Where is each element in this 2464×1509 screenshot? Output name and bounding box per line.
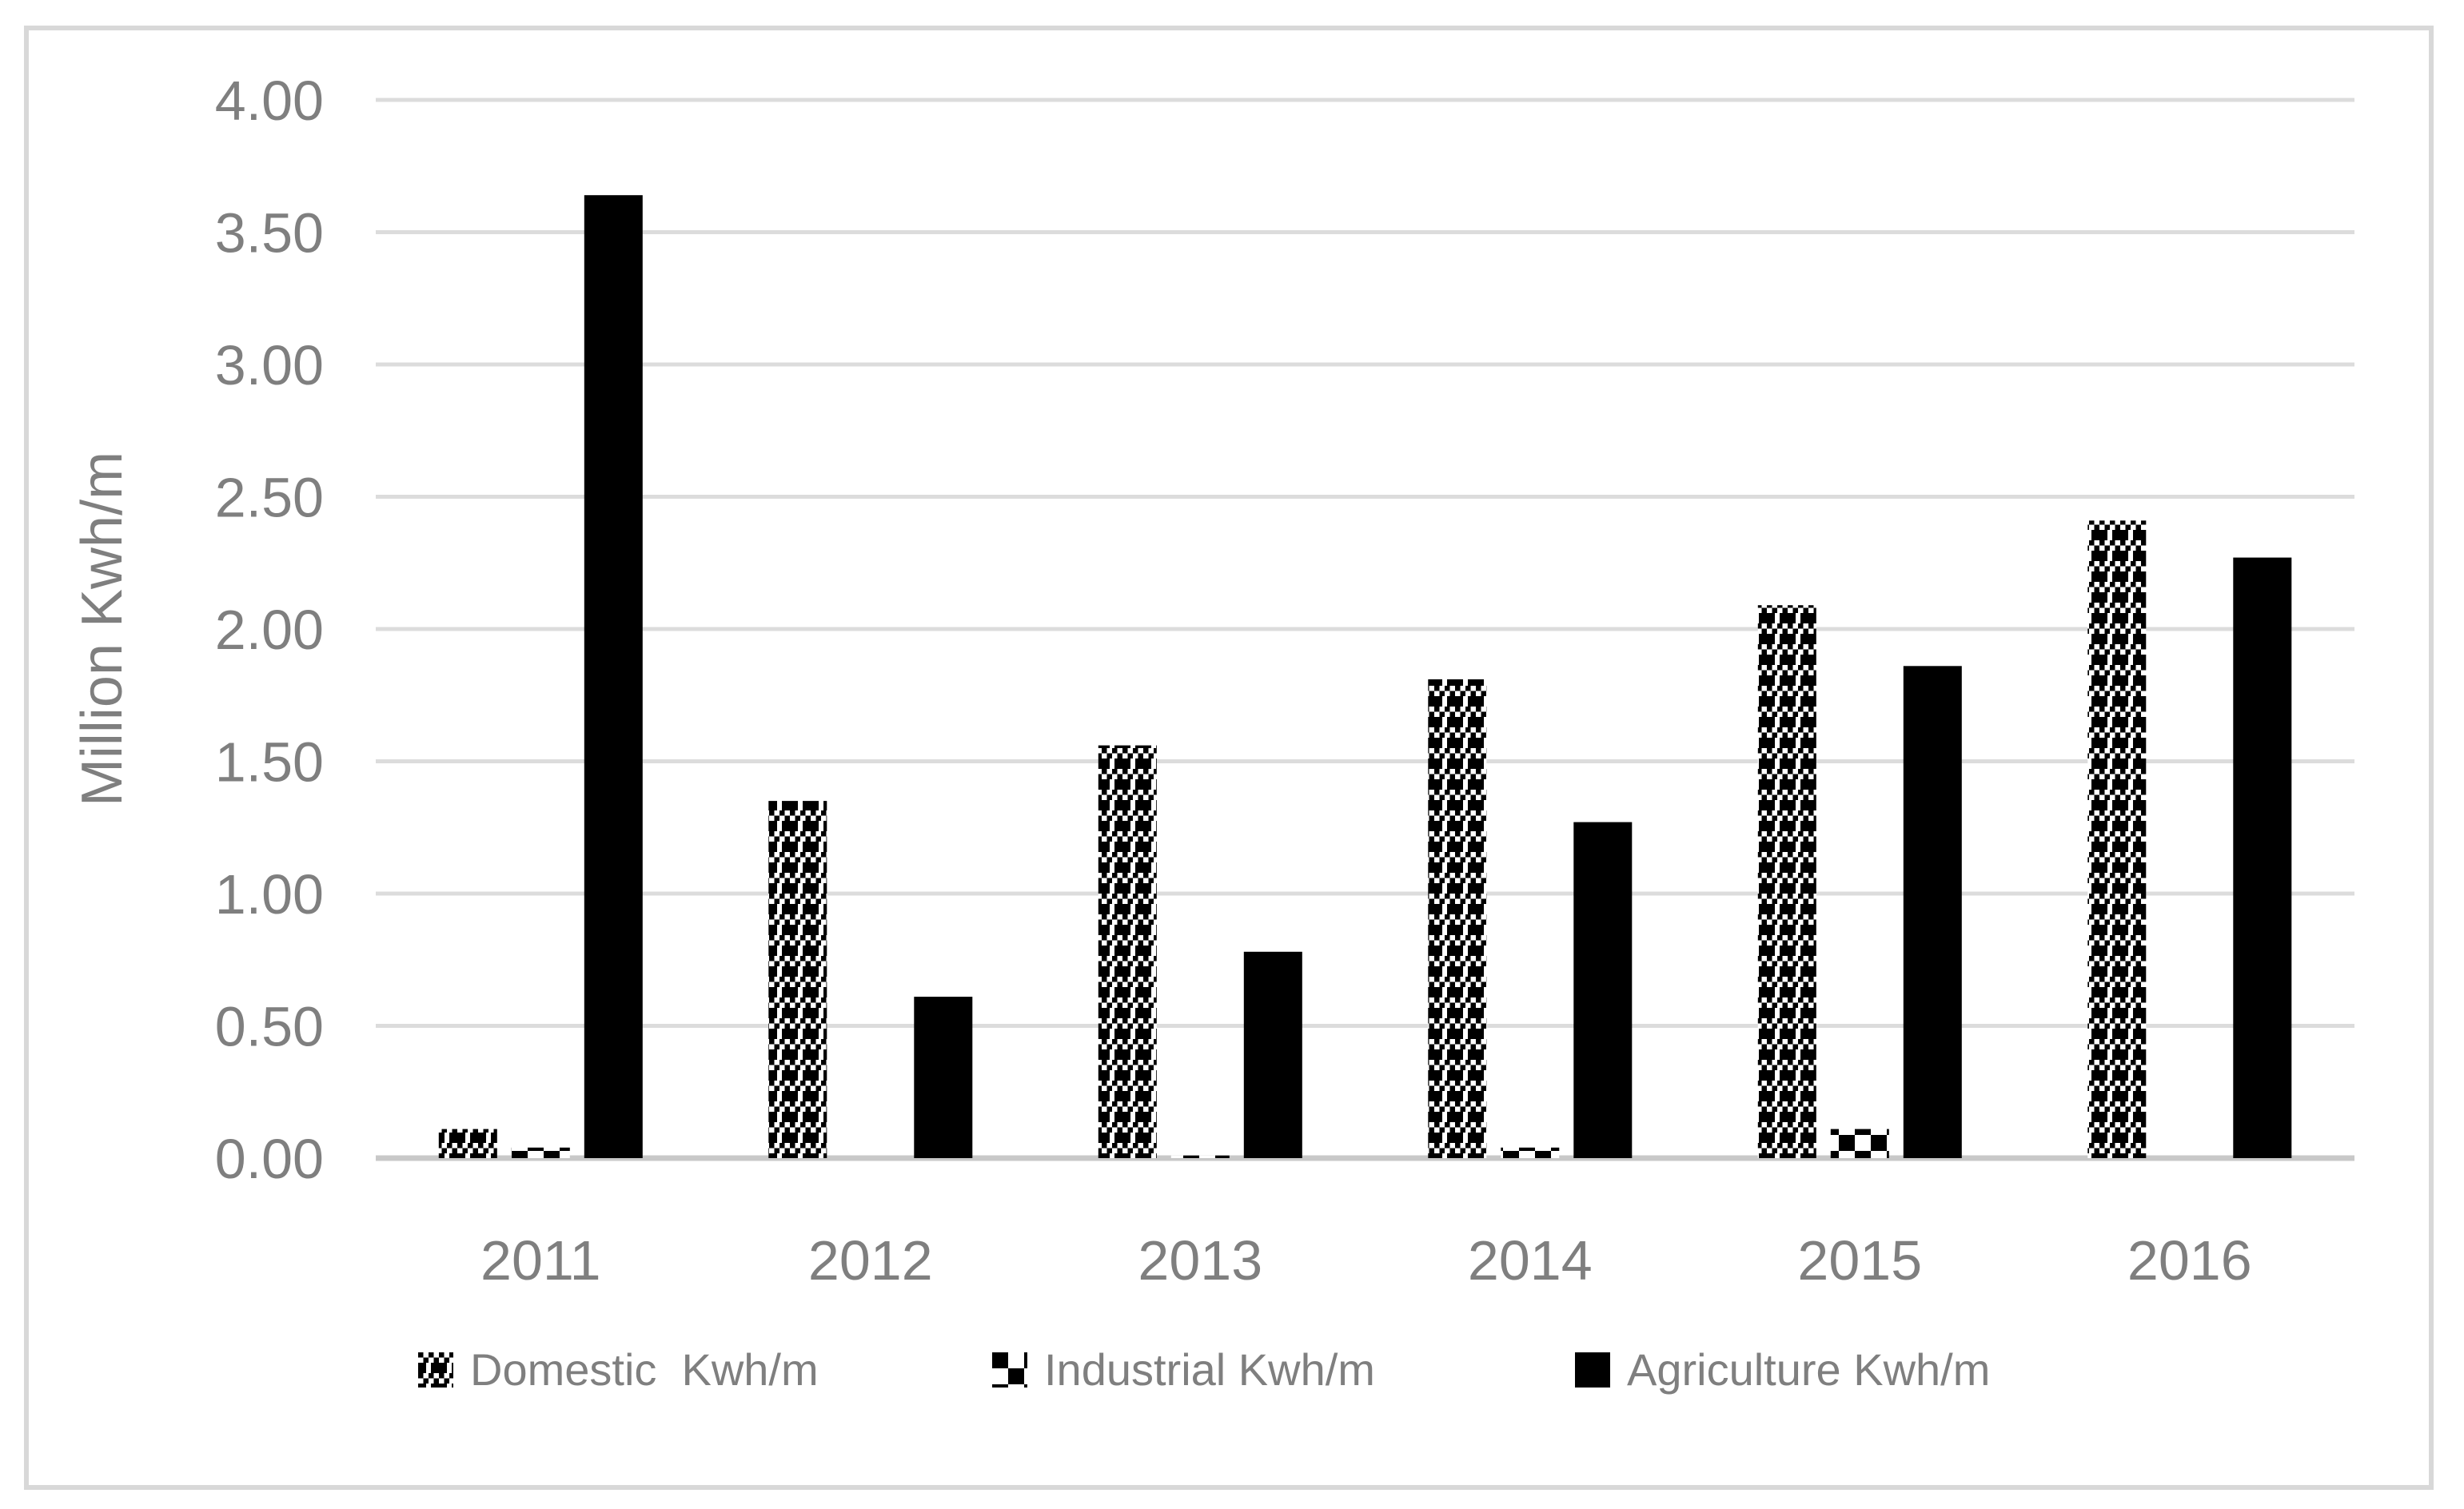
x-tick-label-2011: 2011	[480, 1229, 601, 1292]
bar-checker-fine-2016	[2087, 520, 2147, 1158]
bar-checker-fine-2011	[438, 1129, 497, 1158]
bar-checker-fine-2012	[768, 801, 827, 1158]
y-tick-label-2.00: 2.00	[215, 599, 324, 661]
bar-checker-large-2013	[1170, 1155, 1230, 1158]
bar-solid-2014	[1573, 822, 1633, 1158]
y-tick-label-4.00: 4.00	[215, 70, 324, 132]
y-tick-label-1.50: 1.50	[215, 731, 324, 794]
y-tick-label-0.00: 0.00	[215, 1128, 324, 1190]
y-axis-title: Million Kwh/m	[70, 452, 134, 806]
bars	[438, 195, 2292, 1159]
y-tick-label-0.50: 0.50	[215, 996, 324, 1058]
bar-solid-2011	[584, 195, 643, 1159]
x-tick-label-2016: 2016	[2127, 1229, 2252, 1292]
bar-checker-fine-2014	[1428, 679, 1487, 1158]
y-tick-label-3.00: 3.00	[215, 334, 324, 396]
x-tick-label-2014: 2014	[1468, 1229, 1593, 1292]
chart-frame	[24, 26, 2434, 1490]
y-tick-label-2.50: 2.50	[215, 467, 324, 529]
bar-solid-2016	[2233, 557, 2292, 1158]
y-axis-tick-labels: 0.00 0.50 1.00 1.50 2.00 2.50 3.00 3.50 4.00	[215, 70, 324, 1190]
bar-checker-large-2014	[1501, 1147, 1560, 1158]
gridlines	[376, 98, 2354, 1161]
bar-solid-2013	[1243, 951, 1302, 1158]
bar-checker-large-2011	[511, 1147, 570, 1158]
y-tick-label-1.00: 1.00	[215, 863, 324, 926]
x-tick-label-2013: 2013	[1138, 1229, 1262, 1292]
x-tick-label-2015: 2015	[1797, 1229, 1922, 1292]
x-axis-year-labels: 2011 2012 2013 2014 2015 2016	[480, 1229, 2252, 1292]
x-tick-label-2012: 2012	[808, 1229, 933, 1292]
bar-solid-2015	[1903, 666, 1962, 1158]
bar-solid-2012	[914, 997, 973, 1158]
bar-checker-fine-2013	[1098, 745, 1157, 1158]
y-tick-label-3.50: 3.50	[215, 202, 324, 265]
bar-checker-large-2015	[1830, 1129, 1889, 1158]
bar-checker-fine-2015	[1757, 605, 1816, 1158]
